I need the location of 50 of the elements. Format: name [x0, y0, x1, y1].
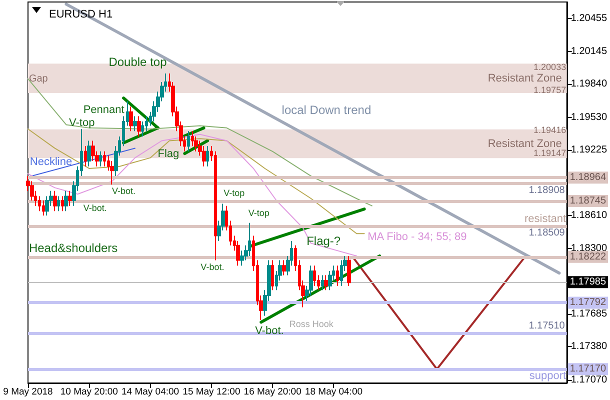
y-tick-label: 1.17685	[570, 308, 608, 320]
band-label: Resistant Zone	[488, 138, 562, 150]
x-tick-label: 18 May 04:00	[304, 386, 363, 398]
ref-line-label: 1.17985	[570, 276, 606, 288]
ref-line-label: 1.17170	[570, 364, 606, 375]
x-tick-label: 10 May 20:00	[60, 386, 118, 398]
ref-line-label: 1.18222	[570, 251, 606, 262]
annotation: Pennant	[83, 104, 124, 116]
annotation: V-bot.	[255, 325, 284, 337]
annotation: V-bot.	[200, 262, 224, 272]
y-tick-label: 1.19840	[570, 78, 608, 90]
annotation: 1.19416	[534, 125, 566, 135]
x-tick-label: 14 May 04:00	[122, 386, 180, 398]
annotation: V-bot.	[112, 186, 136, 196]
annotation: 1.19147	[534, 148, 566, 158]
ref-line-label: 1.17510	[528, 320, 566, 332]
annotation: 1.20033	[534, 62, 566, 72]
annotation: Double top	[108, 55, 168, 69]
y-tick-label: 1.20455	[570, 13, 608, 24]
ref-line-label: 1.18745	[570, 196, 606, 207]
annotation: Gap	[28, 74, 48, 84]
annotation: Head&shoulders	[28, 241, 118, 255]
ref-line-label: 1.17792	[570, 297, 606, 308]
annotation: V-top	[69, 117, 95, 129]
y-tick-label: 1.20145	[570, 46, 608, 58]
annotation: Neckline	[30, 156, 72, 168]
annotation: V-top	[224, 188, 245, 198]
annotation: Flag	[158, 148, 180, 160]
ref-line-label: 1.18509	[528, 228, 566, 239]
ref-line-label: 1.18964	[570, 172, 606, 184]
x-tick-label: 15 May 12:00	[182, 386, 240, 398]
annotation: support	[529, 370, 566, 382]
annotation: V-bot.	[83, 203, 107, 213]
y-tick-label: 1.17380	[570, 341, 608, 352]
x-tick-label: 9 May 2018	[3, 386, 53, 398]
annotation: resistant	[524, 213, 566, 225]
annotation: V-top	[248, 208, 270, 218]
x-tick-label: 16 May 20:00	[244, 386, 302, 398]
ref-line-label: 1.18908	[528, 185, 566, 196]
band-label: Resistant Zone	[488, 72, 562, 84]
annotation: MA Fibo - 34; 55; 89	[368, 231, 467, 243]
annotation: local Down trend	[282, 103, 372, 117]
y-tick-label: 1.18610	[570, 210, 608, 221]
annotation: Flag-?	[306, 234, 341, 248]
y-tick-label: 1.19225	[570, 144, 608, 156]
text: EURUSD H1	[49, 8, 113, 20]
y-tick-label: 1.17070	[570, 374, 608, 386]
annotation: Ross Hook	[289, 319, 334, 329]
y-tick-label: 1.19530	[570, 112, 608, 123]
annotation: 1.19757	[534, 85, 566, 95]
